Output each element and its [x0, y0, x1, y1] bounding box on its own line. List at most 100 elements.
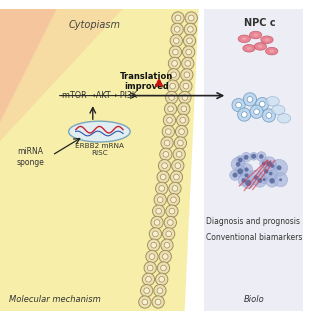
Ellipse shape: [253, 34, 258, 36]
Circle shape: [236, 162, 240, 167]
Circle shape: [175, 163, 180, 169]
Circle shape: [236, 156, 244, 164]
Circle shape: [167, 117, 172, 123]
Circle shape: [181, 106, 187, 112]
Circle shape: [161, 137, 173, 149]
Circle shape: [179, 91, 191, 104]
Circle shape: [244, 173, 249, 177]
Circle shape: [166, 80, 179, 92]
Text: Translation: Translation: [120, 72, 173, 81]
Circle shape: [167, 68, 180, 81]
Circle shape: [153, 205, 165, 217]
Circle shape: [235, 166, 246, 177]
Circle shape: [262, 162, 266, 165]
Circle shape: [155, 299, 161, 305]
Circle shape: [168, 57, 181, 69]
Text: Molecular mechanism: Molecular mechanism: [10, 295, 101, 304]
Circle shape: [157, 288, 163, 293]
Circle shape: [164, 242, 170, 248]
Text: Conventional biamarkers: Conventional biamarkers: [206, 233, 303, 242]
Circle shape: [156, 182, 168, 195]
Circle shape: [169, 208, 175, 214]
Circle shape: [260, 176, 268, 183]
Circle shape: [238, 108, 251, 121]
Circle shape: [269, 178, 275, 184]
Circle shape: [151, 216, 163, 229]
Circle shape: [250, 105, 263, 118]
Circle shape: [171, 23, 183, 36]
Circle shape: [174, 27, 180, 32]
Circle shape: [262, 178, 266, 181]
Circle shape: [266, 113, 272, 118]
Circle shape: [142, 273, 155, 285]
Circle shape: [241, 152, 251, 162]
Circle shape: [186, 49, 191, 55]
Circle shape: [149, 228, 162, 240]
Circle shape: [169, 182, 181, 195]
Circle shape: [146, 251, 158, 263]
Circle shape: [156, 208, 162, 214]
Circle shape: [144, 288, 149, 293]
Circle shape: [170, 35, 182, 47]
Circle shape: [172, 186, 178, 191]
Circle shape: [179, 129, 184, 134]
Circle shape: [260, 101, 265, 107]
Circle shape: [166, 205, 178, 217]
Circle shape: [158, 160, 171, 172]
Circle shape: [172, 49, 178, 55]
Circle shape: [175, 125, 188, 138]
Circle shape: [172, 160, 184, 172]
Circle shape: [162, 125, 174, 138]
Text: improved: improved: [124, 82, 169, 91]
Circle shape: [161, 239, 173, 252]
Ellipse shape: [265, 38, 269, 41]
Circle shape: [154, 194, 166, 206]
Circle shape: [163, 228, 175, 240]
Circle shape: [153, 231, 158, 237]
Circle shape: [177, 114, 189, 126]
Circle shape: [175, 15, 181, 21]
Circle shape: [152, 296, 164, 308]
Circle shape: [169, 46, 181, 58]
Circle shape: [167, 220, 173, 225]
Circle shape: [154, 220, 160, 225]
Ellipse shape: [258, 45, 263, 48]
Circle shape: [238, 175, 249, 186]
Circle shape: [238, 158, 243, 163]
Circle shape: [185, 12, 197, 24]
Ellipse shape: [266, 47, 278, 55]
Ellipse shape: [238, 35, 251, 43]
Circle shape: [157, 171, 169, 183]
Circle shape: [144, 262, 156, 274]
Circle shape: [270, 164, 275, 168]
Circle shape: [148, 239, 160, 252]
Circle shape: [159, 186, 164, 191]
Circle shape: [146, 276, 151, 282]
Circle shape: [160, 174, 166, 180]
Circle shape: [157, 197, 163, 203]
Circle shape: [156, 273, 168, 285]
Circle shape: [162, 163, 167, 169]
Circle shape: [188, 27, 193, 32]
Circle shape: [274, 173, 288, 187]
Circle shape: [164, 216, 176, 229]
Circle shape: [185, 60, 191, 66]
Circle shape: [178, 140, 183, 146]
Text: miRNA
sponge: miRNA sponge: [17, 148, 45, 167]
Circle shape: [165, 91, 178, 104]
Circle shape: [183, 83, 189, 89]
Circle shape: [173, 148, 185, 160]
Circle shape: [259, 164, 274, 179]
Ellipse shape: [272, 105, 285, 115]
Text: ERBB2 mRNA
RISC: ERBB2 mRNA RISC: [75, 143, 124, 156]
Ellipse shape: [242, 37, 247, 40]
Circle shape: [164, 140, 170, 146]
Polygon shape: [0, 9, 199, 311]
Circle shape: [257, 152, 266, 161]
Circle shape: [250, 152, 258, 160]
Circle shape: [140, 284, 153, 297]
Circle shape: [154, 284, 166, 297]
Ellipse shape: [254, 43, 267, 50]
Circle shape: [231, 157, 245, 171]
Circle shape: [247, 97, 253, 102]
